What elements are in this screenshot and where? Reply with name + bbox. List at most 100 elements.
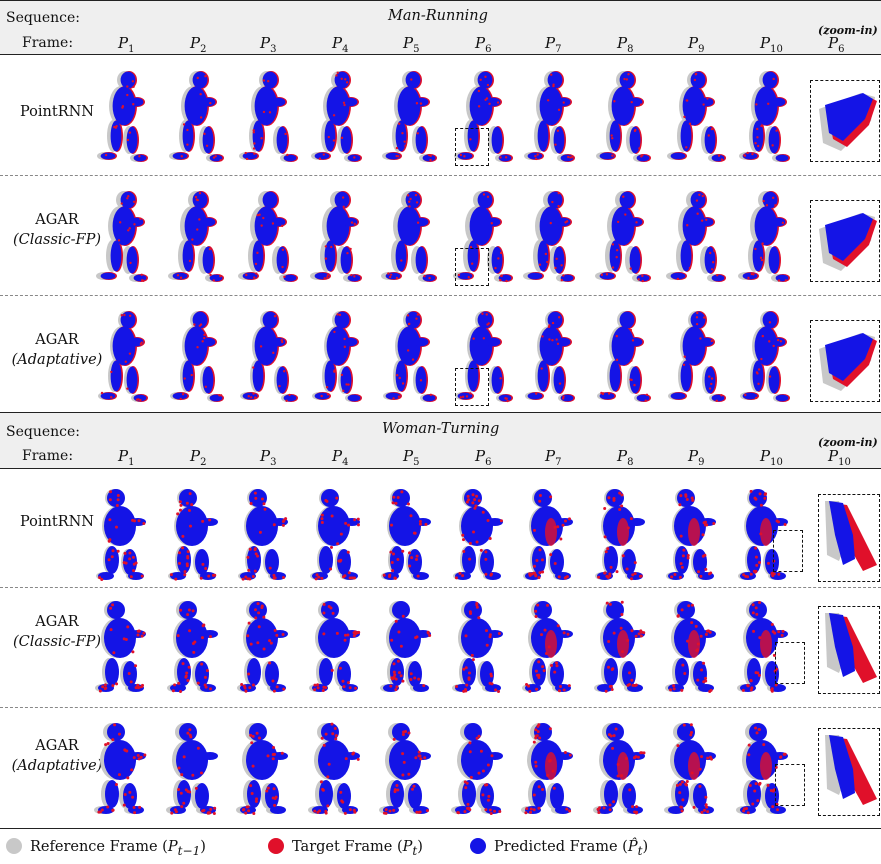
row-label: AGAR (Adaptative) xyxy=(0,330,117,370)
point-cloud-frame xyxy=(740,311,790,402)
sequence-name: Man-Running xyxy=(388,8,488,24)
sequence-label: Sequence: xyxy=(6,424,80,440)
point-cloud-frame xyxy=(525,311,575,402)
point-cloud-frame xyxy=(455,311,513,403)
zoom-region-marker xyxy=(775,642,805,684)
point-cloud-frame xyxy=(168,191,224,282)
point-cloud-frame xyxy=(593,723,646,815)
point-cloud-frame xyxy=(311,71,362,162)
legend: Reference Frame (Pt−1) Target Frame (Pt)… xyxy=(0,834,881,862)
zoom-in-view xyxy=(818,606,880,694)
zoom-region-marker xyxy=(455,368,489,406)
point-cloud-frame xyxy=(595,191,651,283)
frame-label-zoom: P10 xyxy=(828,447,851,468)
point-cloud-frame xyxy=(383,311,437,402)
legend-symbol: P xyxy=(167,839,178,855)
divider xyxy=(0,54,881,55)
point-cloud-frame xyxy=(524,71,575,162)
point-cloud-frame xyxy=(240,311,298,402)
row-title: AGAR xyxy=(35,212,79,228)
point-cloud-frame xyxy=(312,311,362,402)
frame-label-p7: P7 xyxy=(545,447,562,468)
frame-label-p2: P2 xyxy=(190,34,207,55)
row-label: PointRNN xyxy=(0,512,117,532)
row-separator xyxy=(0,295,881,296)
frame-label: Frame: xyxy=(22,448,74,464)
legend-item-reference: Reference Frame (Pt−1) xyxy=(6,838,206,858)
frame-label-p1: P1 xyxy=(118,447,135,468)
block2-header xyxy=(0,412,881,469)
point-cloud-frame xyxy=(597,311,651,402)
frame-label-p7: P7 xyxy=(545,34,562,55)
row-title: AGAR xyxy=(35,614,79,630)
frame-label: Frame: xyxy=(22,35,74,51)
row-title: AGAR xyxy=(35,738,79,754)
frame-label-p9: P9 xyxy=(688,447,705,468)
point-cloud-frame xyxy=(666,489,716,580)
row-label: AGAR (Adaptative) xyxy=(0,736,117,776)
point-cloud-frame xyxy=(381,191,437,282)
row-title: PointRNN xyxy=(20,104,94,120)
legend-label: Reference Frame ( xyxy=(30,839,168,855)
zoom-in-view xyxy=(818,494,880,582)
frame-label-p4: P4 xyxy=(332,34,349,55)
block1-header xyxy=(0,0,881,55)
point-cloud-frame xyxy=(523,489,573,580)
legend-sub: t xyxy=(637,843,643,858)
legend-item-predicted: Predicted Frame (P̂t) xyxy=(470,838,648,858)
row-subtitle: (Adaptative) xyxy=(11,758,103,774)
row-label: PointRNN xyxy=(0,102,117,122)
point-cloud-frame xyxy=(239,71,298,162)
point-cloud-frame xyxy=(236,723,288,815)
point-cloud-frame xyxy=(96,489,146,581)
divider xyxy=(0,468,881,469)
legend-label: Predicted Frame ( xyxy=(494,839,628,855)
legend-symbol: P xyxy=(402,839,413,855)
point-cloud-frame xyxy=(167,601,218,694)
zoom-region-marker xyxy=(455,248,489,286)
point-cloud-frame xyxy=(666,191,726,282)
point-cloud-frame xyxy=(668,311,726,402)
point-cloud-frame xyxy=(166,723,218,816)
point-cloud-frame xyxy=(94,723,147,815)
zoom-in-view xyxy=(810,80,880,162)
row-subtitle: (Adaptative) xyxy=(11,352,103,368)
point-cloud-frame xyxy=(453,489,503,580)
row-title: PointRNN xyxy=(20,514,94,530)
legend-sub: t−1 xyxy=(177,843,201,858)
predicted-dot-icon xyxy=(470,838,486,854)
legend-close: ) xyxy=(200,839,206,855)
reference-dot-icon xyxy=(6,838,22,854)
point-cloud-frame xyxy=(308,722,360,815)
point-cloud-frame xyxy=(523,191,575,282)
point-cloud-frame xyxy=(451,723,503,816)
point-cloud-frame xyxy=(453,191,513,283)
row-title: AGAR xyxy=(35,332,79,348)
frame-label-p1: P1 xyxy=(118,34,135,55)
sequence-name: Woman-Turning xyxy=(382,421,500,437)
frame-label-p6: P6 xyxy=(475,447,492,468)
point-cloud-frame xyxy=(382,71,437,162)
point-cloud-frame xyxy=(95,601,146,693)
point-cloud-frame xyxy=(309,601,361,693)
frame-label-p6: P6 xyxy=(475,34,492,55)
point-cloud-frame xyxy=(238,489,288,581)
point-cloud-frame xyxy=(596,71,651,162)
zoom-region-marker xyxy=(773,530,803,572)
point-cloud-frame xyxy=(452,601,503,693)
zoom-in-tag: (zoom-in) xyxy=(818,24,878,37)
point-cloud-frame xyxy=(522,601,573,693)
point-cloud-frame xyxy=(595,489,645,581)
frame-label-p8: P8 xyxy=(617,447,634,468)
divider xyxy=(0,828,881,829)
zoom-in-view xyxy=(810,200,880,282)
row-label: AGAR (Classic-FP) xyxy=(0,210,117,250)
target-dot-icon xyxy=(268,838,284,854)
row-subtitle: (Classic-FP) xyxy=(12,232,102,248)
zoom-in-tag: (zoom-in) xyxy=(818,436,878,449)
point-cloud-frame xyxy=(238,191,298,282)
legend-close: ) xyxy=(642,839,649,855)
point-cloud-frame xyxy=(667,71,726,162)
frame-label-p4: P4 xyxy=(332,447,349,468)
point-cloud-frame xyxy=(168,489,218,581)
